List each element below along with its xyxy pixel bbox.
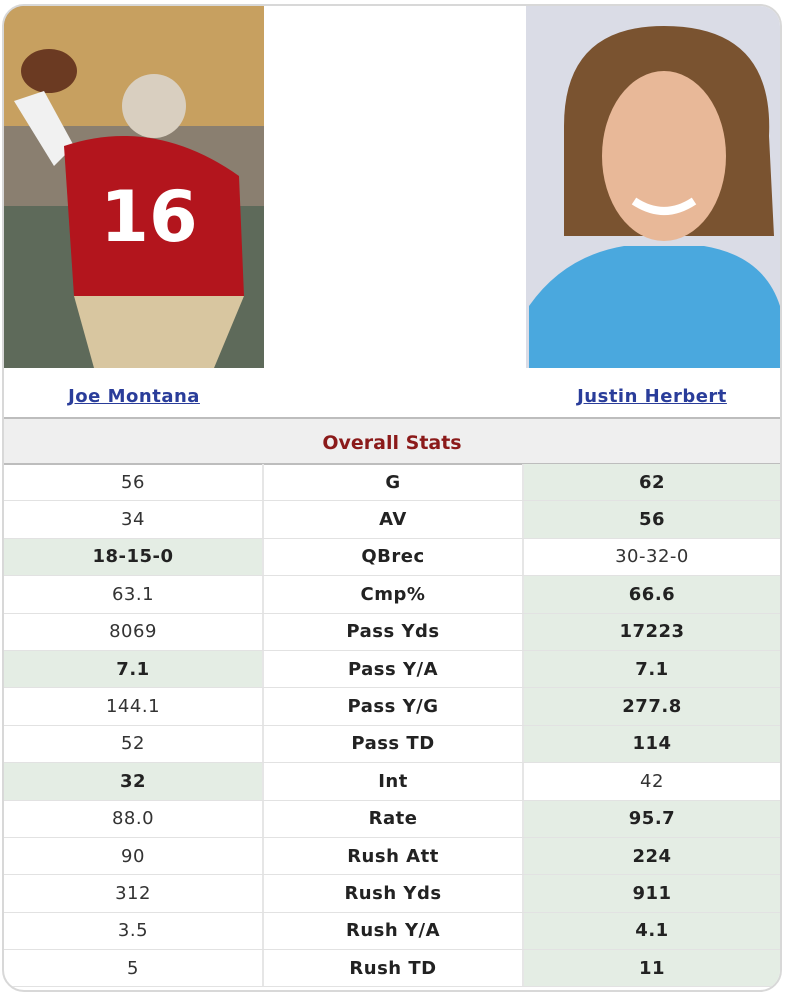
stat-name: AV	[264, 501, 524, 538]
stat-row: 90 Rush Att 224	[4, 837, 780, 876]
right-value: 114	[524, 725, 780, 763]
blank-photo	[264, 6, 524, 368]
stat-row: 144.1 Pass Y/G 277.8	[4, 688, 780, 726]
stat-name: G	[264, 464, 524, 501]
photos: 16	[4, 6, 780, 368]
left-value: 5	[4, 950, 264, 987]
stat-row: 56 G 62	[4, 464, 780, 502]
stat-row: 88.0 Rate 95.7	[4, 800, 780, 838]
stat-name: Rush Y/A	[264, 912, 524, 950]
stat-name: Cmp%	[264, 576, 524, 613]
right-value: 17223	[524, 613, 780, 650]
stat-row: 63.1 Cmp% 66.6	[4, 576, 780, 614]
stat-row: 8069 Pass Yds 17223	[4, 613, 780, 651]
right-value: 42	[640, 770, 664, 792]
left-value: 32	[4, 763, 264, 800]
right-value: 66.6	[524, 576, 780, 613]
right-value: 62	[524, 464, 780, 501]
stat-row: 32 Int 42	[4, 763, 780, 801]
left-value: 52	[4, 725, 264, 763]
stat-name: Pass Y/G	[264, 688, 524, 725]
stats-table: 56 G 62 34 AV 56 18-15-0 QBrec 30-32-0 63.1 Cmp% 66…	[4, 464, 780, 988]
left-value: 3.5	[4, 912, 264, 950]
stat-row: 7.1 Pass Y/A 7.1	[4, 650, 780, 689]
stat-name: Pass TD	[264, 725, 524, 763]
right-value: 95.7	[524, 800, 780, 837]
left-value: 312	[4, 875, 264, 912]
svg-text:16: 16	[100, 176, 197, 258]
left-value: 34	[4, 501, 264, 538]
stat-name: Rush Att	[264, 837, 524, 875]
stat-name: Rush TD	[264, 950, 524, 987]
right-value: 277.8	[524, 688, 780, 725]
left-value: 7.1	[4, 650, 264, 688]
left-value: 144.1	[4, 688, 264, 725]
stat-row: 3.5 Rush Y/A 4.1	[4, 912, 780, 951]
left-value: 90	[4, 837, 264, 875]
left-value: 63.1	[4, 576, 264, 613]
left-value: 18-15-0	[4, 538, 264, 576]
stat-name: Pass Yds	[264, 613, 524, 650]
right-value: 911	[524, 875, 780, 912]
stat-name: Int	[264, 763, 524, 800]
right-value: 224	[524, 837, 780, 875]
stat-row: 18-15-0 QBrec 30-32-0	[4, 538, 780, 577]
comparison-card: 16 Joe Montana Justin Herbert Overall St…	[2, 4, 782, 992]
stat-row: 34 AV 56	[4, 501, 780, 539]
player-name[interactable]: Joe Montana	[68, 386, 200, 407]
left-value: 8069	[4, 613, 264, 650]
stat-name: Rate	[264, 800, 524, 837]
right-value: 4.1	[524, 912, 780, 950]
stat-name: Rush Yds	[264, 875, 524, 912]
left-value: 56	[4, 464, 264, 501]
right-value: 30-32-0	[615, 546, 689, 568]
right-value: 11	[524, 950, 780, 987]
stat-name: Pass Y/A	[264, 650, 524, 688]
stat-row: 52 Pass TD 114	[4, 725, 780, 764]
stat-row: 5 Rush TD 11	[4, 950, 780, 988]
left-photo: 16	[4, 6, 264, 368]
section-title: Overall Stats	[4, 417, 780, 465]
player-name[interactable]: Justin Herbert	[577, 386, 727, 407]
right-value: 56	[524, 501, 780, 538]
stat-row: 312 Rush Yds 911	[4, 875, 780, 913]
stat-name: QBrec	[264, 538, 524, 576]
right-photo	[526, 6, 780, 368]
left-value: 88.0	[4, 800, 264, 837]
right-value: 7.1	[524, 650, 780, 688]
